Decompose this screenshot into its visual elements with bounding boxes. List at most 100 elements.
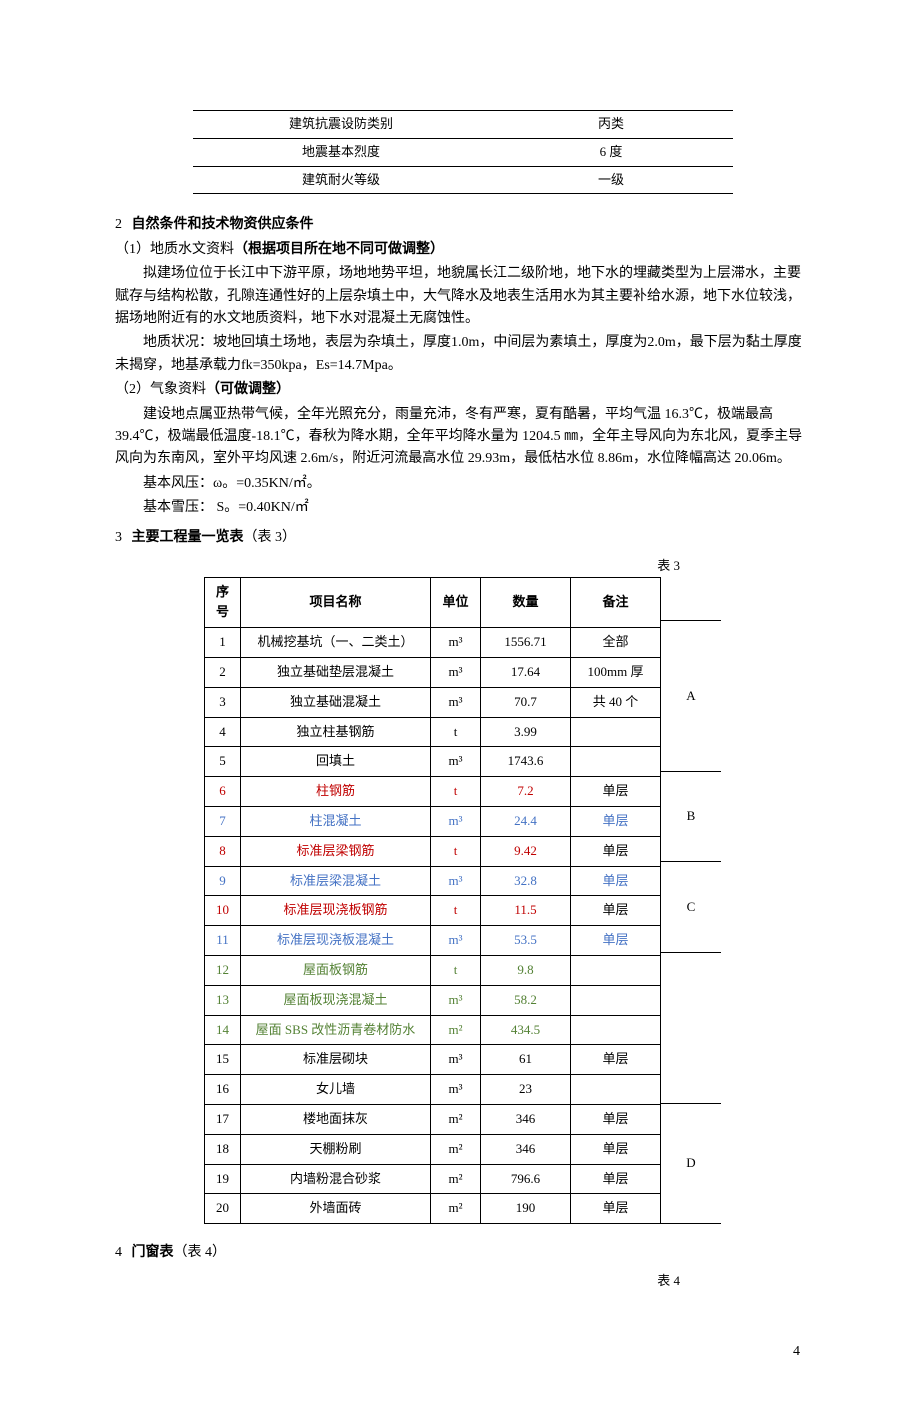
table-cell: 单层 [571,866,661,896]
table-cell: 9.8 [481,956,571,986]
table-row: 4独立柱基钢筋t3.99 [205,717,661,747]
table-row: 5回填土m³1743.6 [205,747,661,777]
table4-caption: 表 4 [115,1271,810,1292]
table-cell: 10 [205,896,241,926]
section-4-suffix: （表 4） [174,1245,227,1260]
table-cell: m³ [431,747,481,777]
table-cell: 14 [205,1015,241,1045]
table-cell: 58.2 [481,985,571,1015]
table-row: 7柱混凝土m³24.4单层 [205,807,661,837]
table-cell: 1 [205,628,241,658]
table-row: 16女儿墙m³23 [205,1075,661,1105]
table-cell: m² [431,1194,481,1224]
top-parameters-table: 建筑抗震设防类别丙类地震基本烈度6 度建筑耐火等级一级 [193,110,733,194]
table-cell [571,1015,661,1045]
table-row: 3独立基础混凝土m³70.7共 40 个 [205,687,661,717]
table-cell: 3.99 [481,717,571,747]
section-3-heading: 3 主要工程量一览表（表 3） [115,527,810,549]
bracket-cell [661,952,721,1103]
table-cell: 24.4 [481,807,571,837]
table-cell: 346 [481,1134,571,1164]
table-cell: 单层 [571,1194,661,1224]
table-cell [571,747,661,777]
table-cell: m² [431,1105,481,1135]
top-table-cell: 6 度 [490,138,733,166]
table-cell: 346 [481,1105,571,1135]
table-cell: m² [431,1015,481,1045]
table-cell [571,717,661,747]
top-table-row: 地震基本烈度6 度 [193,138,733,166]
table-cell: 7 [205,807,241,837]
table-cell: 单层 [571,836,661,866]
table-cell: 内墙粉混合砂浆 [241,1164,431,1194]
section-2-p2: 地质状况：坡地回填土场地，表层为杂填土，厚度1.0m，中间层为素填土，厚度为2.… [115,332,810,377]
table-cell: 15 [205,1045,241,1075]
th-unit: 单位 [431,577,481,628]
table-cell: 190 [481,1194,571,1224]
th-seq: 序号 [205,577,241,628]
table-cell: 单层 [571,1164,661,1194]
table-cell: 全部 [571,628,661,658]
sub1-label: （1）地质水文资料 [115,242,234,257]
table-cell: 标准层现浇板混凝土 [241,926,431,956]
section-4-heading: 4 门窗表（表 4） [115,1242,810,1264]
section-3-title: 主要工程量一览表 [132,530,244,545]
table-cell: 7.2 [481,777,571,807]
table-cell: 53.5 [481,926,571,956]
top-table-cell: 建筑耐火等级 [193,166,490,194]
table3-wrap: 序号 项目名称 单位 数量 备注 1机械挖基坑（一、二类土）m³1556.71全… [115,577,810,1225]
table-row: 15标准层砌块m³61单层 [205,1045,661,1075]
table-cell: 3 [205,687,241,717]
table-row: 1机械挖基坑（一、二类土）m³1556.71全部 [205,628,661,658]
section-2-p4: 基本风压：ω。=0.35KN/㎡。 [115,473,810,495]
table-row: 20外墙面砖m²190单层 [205,1194,661,1224]
table-cell: 6 [205,777,241,807]
table-cell: m³ [431,628,481,658]
table-cell: m³ [431,658,481,688]
table-cell: 16 [205,1075,241,1105]
table-cell: m³ [431,926,481,956]
table-cell: 天棚粉刷 [241,1134,431,1164]
table-cell: 1556.71 [481,628,571,658]
table-cell: 屋面 SBS 改性沥青卷材防水 [241,1015,431,1045]
table-row: 10标准层现浇板钢筋t11.5单层 [205,896,661,926]
table-cell: 18 [205,1134,241,1164]
table-cell: m³ [431,687,481,717]
table-row: 17楼地面抹灰m²346单层 [205,1105,661,1135]
table-row: 13屋面板现浇混凝土m³58.2 [205,985,661,1015]
table-cell: 100mm 厚 [571,658,661,688]
table-row: 6柱钢筋t7.2单层 [205,777,661,807]
table-cell: t [431,777,481,807]
section-2-heading: 2 自然条件和技术物资供应条件 [115,214,810,236]
section-2-num: 2 [115,217,122,232]
table-row: 19内墙粉混合砂浆m²796.6单层 [205,1164,661,1194]
table-row: 11标准层现浇板混凝土m³53.5单层 [205,926,661,956]
table-cell: m³ [431,1075,481,1105]
table-cell: 标准层梁钢筋 [241,836,431,866]
table-row: 12屋面板钢筋t9.8 [205,956,661,986]
table-cell: 回填土 [241,747,431,777]
table-cell: 70.7 [481,687,571,717]
th-qty: 数量 [481,577,571,628]
table-cell: 796.6 [481,1164,571,1194]
table-cell [571,985,661,1015]
table-cell: 9 [205,866,241,896]
th-name: 项目名称 [241,577,431,628]
section-2-sub2: （2）气象资料（可做调整） [115,379,810,401]
table-cell: t [431,896,481,926]
bracket-cell: C [661,862,721,952]
table-cell: m² [431,1164,481,1194]
table-cell: 1743.6 [481,747,571,777]
table-cell: 8 [205,836,241,866]
table-cell: 单层 [571,926,661,956]
section-2-p1: 拟建场位位于长江中下游平原，场地地势平坦，地貌属长江二级阶地，地下水的埋藏类型为… [115,263,810,330]
table-cell: 屋面板现浇混凝土 [241,985,431,1015]
table-cell [571,1075,661,1105]
bracket-cell: B [661,771,721,861]
table-cell: 独立基础混凝土 [241,687,431,717]
sub2-label: （2）气象资料 [115,382,206,397]
table-cell: 4 [205,717,241,747]
page-number: 4 [115,1341,810,1363]
table-cell: 9.42 [481,836,571,866]
table-cell: 11 [205,926,241,956]
